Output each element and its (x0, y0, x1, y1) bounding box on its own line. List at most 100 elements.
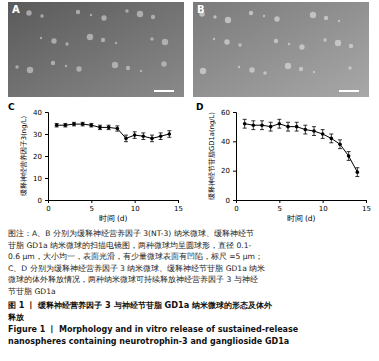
error-cap (321, 129, 325, 130)
caption-line: 图注：A、B 分别为缓释神经营养因子 3(NT-3) 纳米微球、缓释神经节 (8, 229, 254, 238)
y-tick-mark (45, 112, 48, 113)
sphere (249, 11, 253, 15)
error-cap (303, 134, 307, 135)
y-tick-label: 20 (221, 167, 230, 175)
sphere (162, 39, 168, 45)
error-cap (338, 139, 342, 140)
image-background (8, 2, 184, 97)
caption: 图注：A、B 分别为缓释神经营养因子 3(NT-3) 纳米微球、缓释神经节苷脂 … (7, 229, 299, 346)
data-point (81, 122, 85, 126)
sphere (324, 16, 328, 20)
sphere (238, 43, 241, 46)
scale-bar (154, 90, 174, 92)
data-point (168, 132, 172, 136)
x-tick: 10 (319, 200, 328, 213)
x-tick: 0 (46, 200, 50, 213)
x-axis-title: 时间 (d) (287, 214, 316, 223)
error-bar (312, 127, 316, 136)
data-line (245, 124, 358, 172)
error-bar (98, 125, 102, 129)
x-tick-label: 0 (234, 205, 238, 213)
x-tick-label: 15 (362, 205, 371, 213)
panel-label: D (196, 102, 203, 112)
error-cap (243, 128, 247, 129)
error-cap (98, 125, 102, 126)
x-tick: 15 (174, 200, 183, 213)
sphere (348, 66, 351, 69)
x-tick-mark (48, 200, 49, 203)
image-background (193, 2, 369, 97)
sphere (137, 11, 143, 17)
figure-english-title-line: nanospheres containing neurotrophin-3 an… (8, 337, 289, 346)
y-axis-title: 缓释神经营养因子3(ng/L) (20, 115, 28, 196)
sphere (65, 42, 68, 45)
error-bar (269, 122, 273, 131)
y-tick: 30 (33, 131, 48, 139)
sphere (51, 61, 55, 65)
data-point (133, 133, 137, 137)
error-bar (63, 123, 67, 127)
x-tick-label: 15 (174, 205, 183, 213)
y-tick: 0 (38, 197, 48, 205)
sphere (101, 15, 106, 20)
data-point (98, 126, 102, 130)
error-cap (295, 122, 299, 123)
sphere (101, 38, 105, 42)
data-point (356, 170, 360, 174)
error-cap (167, 137, 171, 138)
y-tick-mark (45, 134, 48, 135)
error-bar (277, 119, 281, 128)
error-cap (107, 125, 111, 126)
data-point (159, 134, 163, 138)
caption-line: 0.6 μm，大小均一，表面光滑，有少量微球表面有凹陷，标尺 =5 μm； (8, 252, 263, 261)
x-axis-line (237, 201, 367, 204)
y-axis: 0204060 (221, 109, 236, 205)
sphere (26, 10, 31, 15)
y-tick-label: 40 (221, 138, 230, 146)
error-cap (124, 135, 128, 136)
data-point (347, 154, 351, 158)
error-cap (150, 141, 154, 142)
sphere (126, 66, 130, 70)
sem-image: A (8, 2, 184, 97)
error-cap (329, 142, 333, 143)
data-point (304, 128, 308, 132)
error-cap (107, 129, 111, 130)
error-bar (133, 132, 137, 139)
x-tick: 5 (278, 200, 282, 213)
error-bar (251, 121, 255, 130)
error-cap (277, 119, 281, 120)
error-cap (321, 138, 325, 139)
y-tick-mark (233, 200, 236, 201)
error-bar (55, 123, 59, 127)
chart: 0204060051015时间 (d)缓释神经节苷脂GD1a(ng/L)D (196, 102, 371, 223)
error-cap (286, 131, 290, 132)
sphere (40, 37, 42, 39)
error-cap (260, 120, 264, 121)
error-cap (251, 129, 255, 130)
y-tick: 10 (33, 175, 48, 183)
data-point (252, 123, 256, 127)
data-line (57, 124, 170, 138)
y-tick: 20 (33, 153, 48, 161)
sphere (125, 9, 128, 12)
error-cap (115, 125, 119, 126)
error-cap (98, 129, 102, 130)
error-cap (133, 138, 137, 139)
sphere (161, 61, 166, 66)
error-cap (150, 135, 154, 136)
y-tick-mark (233, 171, 236, 172)
error-bar (260, 121, 264, 130)
error-bar (295, 122, 299, 131)
chart: 010203040051015时间 (d)缓释神经营养因子3(ng/L)C (8, 102, 183, 223)
x-axis-title: 时间 (d) (99, 214, 128, 223)
data-point (72, 122, 76, 126)
error-bar (81, 122, 85, 126)
error-bar (141, 133, 145, 140)
sphere (310, 12, 316, 18)
error-bar (107, 125, 111, 129)
sphere (76, 10, 80, 14)
figure-title-line: 释放 (7, 312, 25, 322)
y-tick: 40 (33, 109, 48, 117)
x-tick-mark (279, 200, 280, 203)
